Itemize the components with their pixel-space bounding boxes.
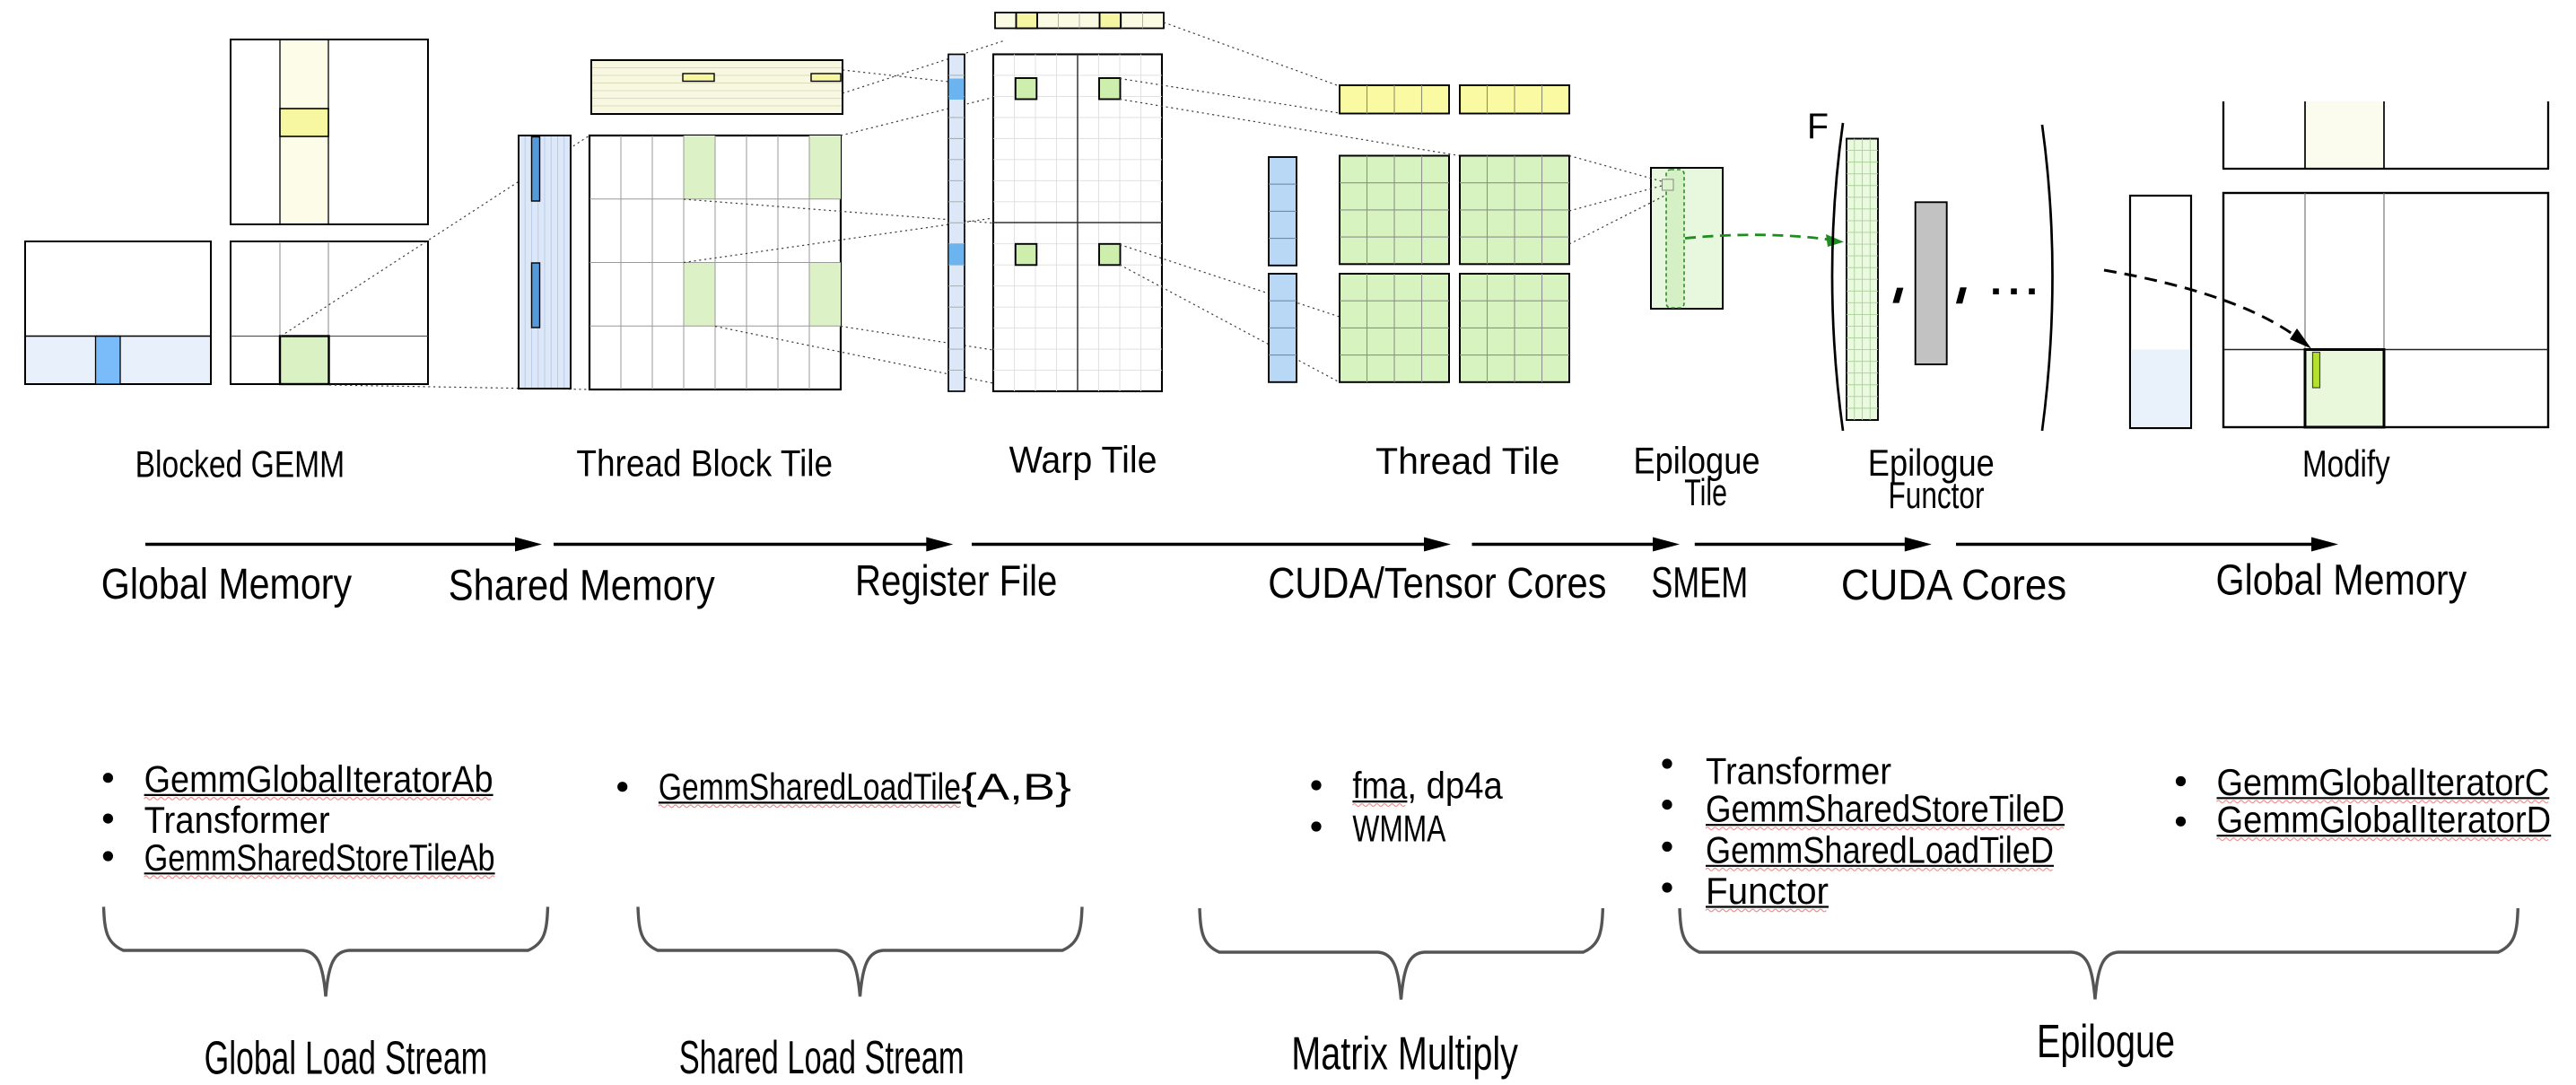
svg-text:Modify: Modify — [2302, 442, 2390, 485]
svg-text:Thread Tile: Thread Tile — [1375, 440, 1559, 482]
svg-text:Global Memory: Global Memory — [2216, 557, 2467, 605]
svg-text:Epilogue: Epilogue — [1634, 440, 1760, 482]
svg-text:Global Memory: Global Memory — [101, 561, 352, 608]
svg-text:GemmSharedStoreTileAb: GemmSharedStoreTileAb — [144, 836, 495, 879]
svg-text:Global Load Stream: Global Load Stream — [205, 1033, 488, 1085]
svg-text:Register File: Register File — [855, 558, 1057, 606]
svg-text:GemmSharedLoadTile: GemmSharedLoadTile — [659, 766, 961, 808]
svg-text:Functor: Functor — [1889, 474, 1985, 516]
svg-text:GemmGlobalIteratorD: GemmGlobalIteratorD — [2217, 799, 2552, 841]
svg-text:Transformer: Transformer — [1706, 749, 1891, 792]
svg-text:Warp Tile: Warp Tile — [1009, 438, 1157, 480]
svg-text:fma: fma — [1352, 765, 1408, 807]
svg-text:Shared Load Stream: Shared Load Stream — [679, 1032, 965, 1084]
svg-text:Thread Block Tile: Thread Block Tile — [576, 442, 833, 484]
svg-text:Blocked GEMM: Blocked GEMM — [135, 443, 345, 486]
svg-text:Shared Memory: Shared Memory — [449, 563, 715, 610]
svg-text:GemmGlobalIteratorAb: GemmGlobalIteratorAb — [144, 757, 493, 800]
svg-text:Epilogue: Epilogue — [2037, 1016, 2175, 1068]
svg-text:Tile: Tile — [1684, 471, 1727, 513]
svg-text:, dp4a: , dp4a — [1407, 765, 1503, 807]
svg-text:Transformer: Transformer — [144, 799, 330, 841]
svg-text:GemmSharedStoreTileD: GemmSharedStoreTileD — [1706, 788, 2065, 830]
svg-text:Matrix Multiply: Matrix Multiply — [1291, 1028, 1518, 1080]
svg-text:SMEM: SMEM — [1651, 560, 1748, 608]
svg-text:F: F — [1807, 107, 1829, 146]
svg-text:CUDA/Tensor Cores: CUDA/Tensor Cores — [1268, 560, 1606, 608]
svg-text:WMMA: WMMA — [1352, 807, 1445, 849]
svg-text:CUDA Cores: CUDA Cores — [1841, 562, 2066, 609]
svg-text:GemmSharedLoadTileD: GemmSharedLoadTileD — [1706, 828, 2054, 871]
svg-text:GemmGlobalIteratorC: GemmGlobalIteratorC — [2217, 761, 2550, 803]
svg-text:{A,B}: {A,B} — [961, 766, 1071, 808]
svg-text:Functor: Functor — [1706, 870, 1829, 912]
svg-text:Epilogue: Epilogue — [1868, 442, 1995, 484]
